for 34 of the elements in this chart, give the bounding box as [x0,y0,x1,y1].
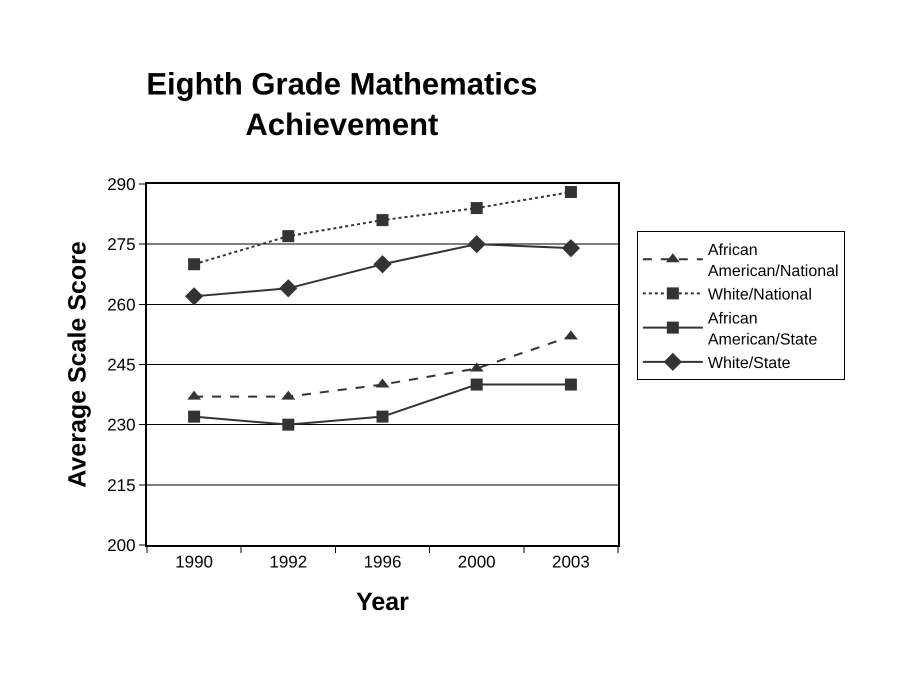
point [188,258,200,270]
point [468,235,486,254]
point [185,287,204,306]
x-tick-label: 1992 [269,552,308,572]
point [279,279,298,298]
point [373,255,392,274]
chart-title: Eighth Grade Mathematics Achievement [146,66,538,142]
x-axis-title: Year [356,588,410,616]
point [564,186,577,198]
point [562,239,580,258]
y-tick-label: 275 [107,235,136,254]
x-tick-label: 2003 [552,552,590,572]
y-tick-label: 260 [107,295,136,314]
point [376,214,388,226]
x-tick-label: 1990 [175,552,214,572]
point [282,418,294,431]
point [282,230,294,242]
y-tick-label: 230 [107,416,136,435]
y-tick-label: 290 [107,174,136,194]
point [470,378,483,391]
y-tick-label: 215 [107,476,136,495]
y-axis-title: Average Scale Score [63,241,92,488]
legend-label: White/National [708,286,812,304]
legend-label: African American/State [708,310,818,348]
point [188,410,200,423]
legend-label: African American/National [708,242,839,280]
y-tick-label: 245 [107,355,136,374]
point [564,378,577,391]
point [376,410,388,423]
x-tick-label: 1996 [364,552,402,572]
point [470,202,483,214]
y-tick-label: 200 [107,536,136,555]
x-tick-label: 2000 [458,552,496,572]
legend-label: White/State [708,355,791,372]
